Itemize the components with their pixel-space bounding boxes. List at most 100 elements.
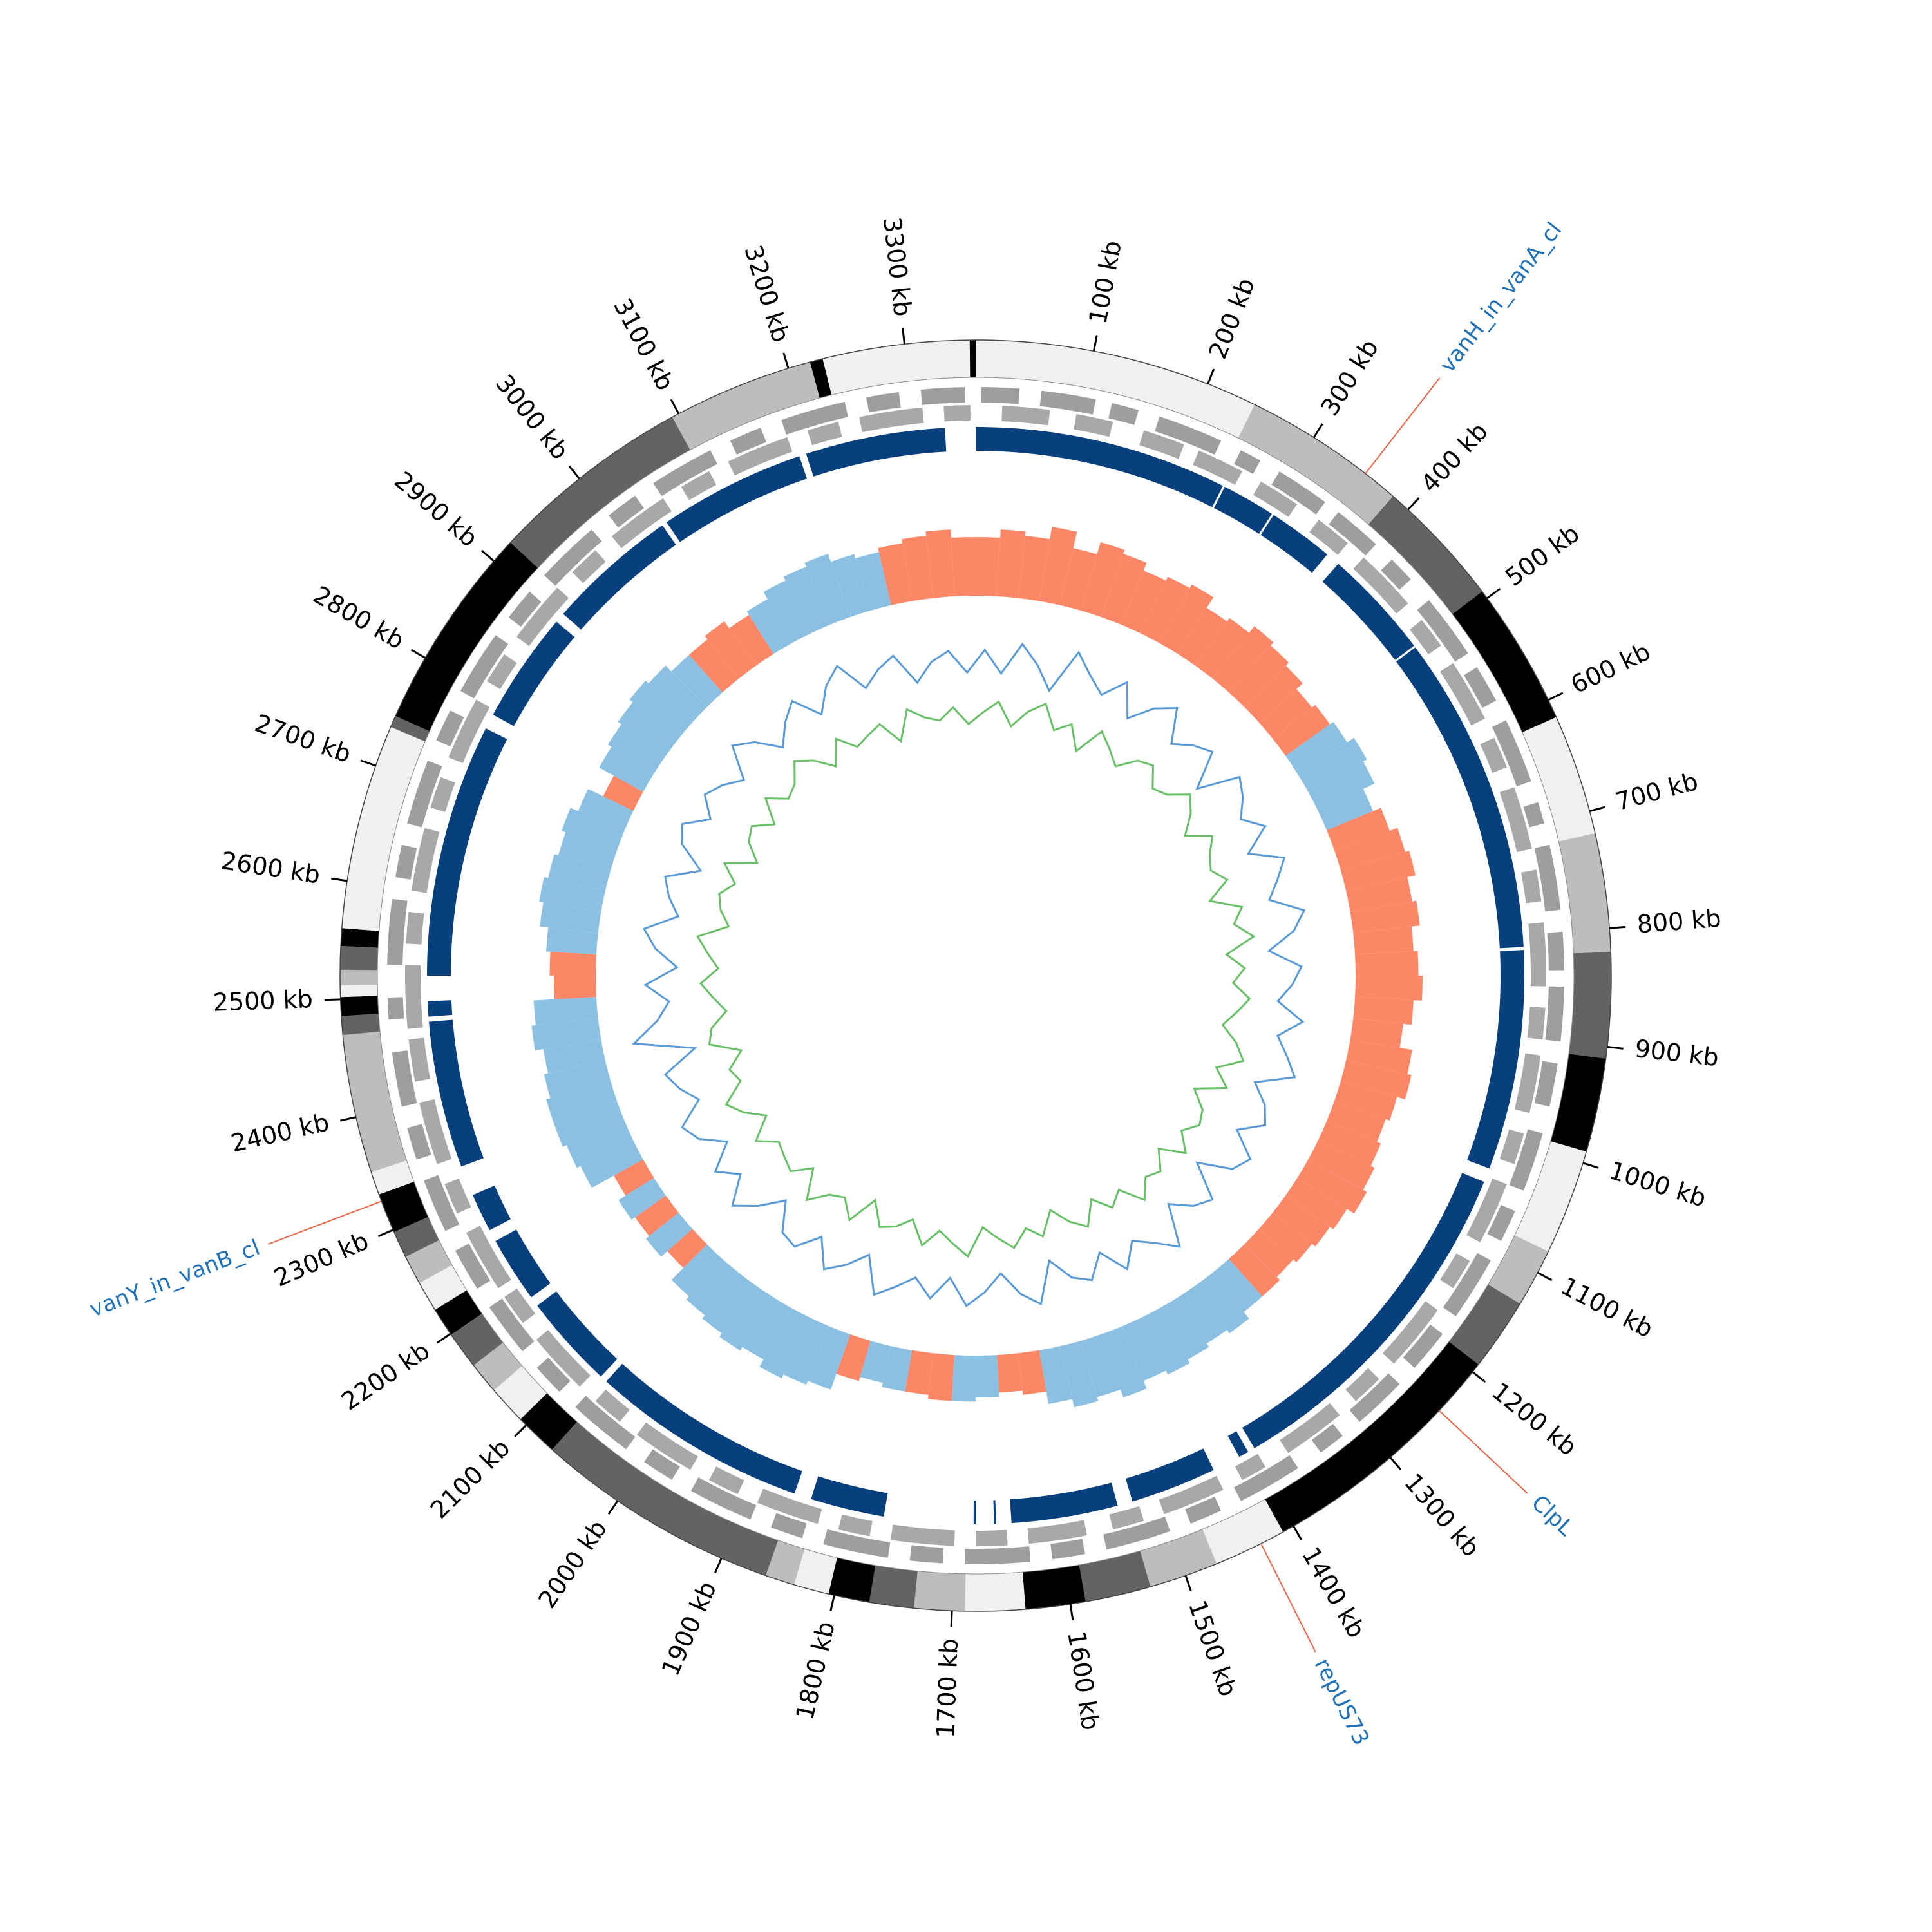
skew-bar xyxy=(951,537,976,596)
gene-feature xyxy=(964,1546,1031,1564)
gene-feature xyxy=(730,428,766,455)
gene-feature xyxy=(1311,1423,1343,1453)
tick-label: 1700 kb xyxy=(931,1638,963,1738)
tick-label: 600 kb xyxy=(1566,637,1654,699)
skew-bar xyxy=(549,951,596,976)
tick-label: 500 kb xyxy=(1500,519,1584,592)
skew-bar xyxy=(1081,1334,1121,1397)
skew-bar xyxy=(1340,851,1416,891)
skew-bar xyxy=(1297,1159,1367,1214)
contig xyxy=(552,1421,779,1576)
tick-label: 3100 kb xyxy=(608,294,679,395)
skew-bar xyxy=(671,1244,723,1297)
gene-feature xyxy=(595,1389,630,1422)
gene-feature xyxy=(1480,737,1507,773)
skew-bar xyxy=(742,1297,792,1360)
skew-bar xyxy=(1308,1140,1375,1190)
gene-feature xyxy=(1280,1403,1340,1454)
tick-mark xyxy=(1472,1371,1486,1383)
annotation-label: repUS73 xyxy=(1309,1654,1374,1750)
gene-feature xyxy=(1139,430,1184,459)
contig xyxy=(1522,717,1595,842)
contig xyxy=(341,726,426,931)
skew-bar xyxy=(553,1101,625,1147)
gene-feature xyxy=(1253,481,1298,517)
skew-bar xyxy=(554,976,596,999)
tick-mark xyxy=(377,1229,393,1238)
skew-bar xyxy=(951,1355,976,1402)
contig xyxy=(1515,1141,1587,1252)
contig xyxy=(822,340,971,395)
skew-bar xyxy=(763,580,811,643)
tick-label: 2600 kb xyxy=(219,846,322,889)
skew-bar xyxy=(546,1081,618,1124)
gene-feature xyxy=(1487,1204,1515,1241)
skew-bar xyxy=(1297,737,1367,792)
tick-mark xyxy=(1537,1271,1553,1282)
homology-block xyxy=(811,1476,888,1517)
tick-label: 400 kb xyxy=(1416,417,1493,498)
tick-mark xyxy=(1607,1046,1624,1050)
gene-feature xyxy=(890,1524,955,1546)
tick-mark xyxy=(714,1558,723,1574)
skew-bar xyxy=(618,1177,666,1220)
homology-block xyxy=(1467,950,1524,1169)
skew-bar xyxy=(531,1018,601,1051)
tick-mark xyxy=(514,1424,527,1437)
gene-feature xyxy=(1534,1061,1558,1107)
tick-label: 1100 kb xyxy=(1557,1272,1658,1343)
gene-feature xyxy=(516,587,569,647)
skew-bar xyxy=(607,724,666,774)
tick-label: 100 kb xyxy=(1083,238,1127,327)
skew-bar xyxy=(1308,761,1375,811)
skew-bar xyxy=(925,529,954,598)
skew-bar xyxy=(1350,1018,1403,1048)
tick-mark xyxy=(782,352,790,369)
contig xyxy=(793,1549,837,1595)
gene-feature xyxy=(1528,922,1546,987)
homology-block xyxy=(1125,1448,1214,1502)
skew-bar xyxy=(1355,976,1423,1001)
ring-outline xyxy=(377,377,1575,1575)
homology-block xyxy=(429,1019,484,1167)
tick-mark xyxy=(1069,1604,1074,1620)
gene-feature xyxy=(1382,1301,1438,1364)
skew-bar xyxy=(1327,1101,1386,1142)
tick-label: 2400 kb xyxy=(228,1108,332,1157)
gene-feature xyxy=(1235,1454,1266,1481)
gene-feature xyxy=(1440,663,1485,726)
homology-block xyxy=(473,1185,511,1231)
tick-label: 1600 kb xyxy=(1062,1629,1105,1732)
skew-bar xyxy=(667,1229,707,1268)
gene-feature xyxy=(436,710,464,747)
skew-bar xyxy=(1327,808,1390,851)
gene-feature xyxy=(448,699,490,764)
gene-feature xyxy=(1443,1253,1491,1316)
homology-block xyxy=(1396,647,1524,949)
contig xyxy=(379,1181,428,1233)
skew-bar xyxy=(808,1327,851,1390)
contig xyxy=(828,1557,876,1603)
gene-feature xyxy=(690,1477,757,1520)
tick-mark xyxy=(1312,423,1323,439)
skew-bar xyxy=(578,789,634,831)
skew-bar xyxy=(548,854,611,891)
annotation-line xyxy=(268,1200,382,1245)
skew-bar xyxy=(1039,526,1077,605)
skew-bar xyxy=(688,639,739,693)
gene-feature xyxy=(1039,390,1096,415)
skew-bar xyxy=(599,746,654,792)
homology-block xyxy=(667,456,808,542)
tick-mark xyxy=(1582,1162,1599,1169)
skew-bar xyxy=(645,1212,693,1257)
contig xyxy=(766,1540,805,1585)
gene-feature xyxy=(387,898,408,965)
tick-label: 2200 kb xyxy=(336,1336,435,1416)
contig xyxy=(1079,1551,1151,1602)
tick-mark xyxy=(1589,806,1605,812)
homology-block xyxy=(563,525,676,630)
gene-feature xyxy=(1409,620,1441,655)
gene-feature xyxy=(1499,787,1532,853)
gene-feature xyxy=(1027,1520,1087,1544)
